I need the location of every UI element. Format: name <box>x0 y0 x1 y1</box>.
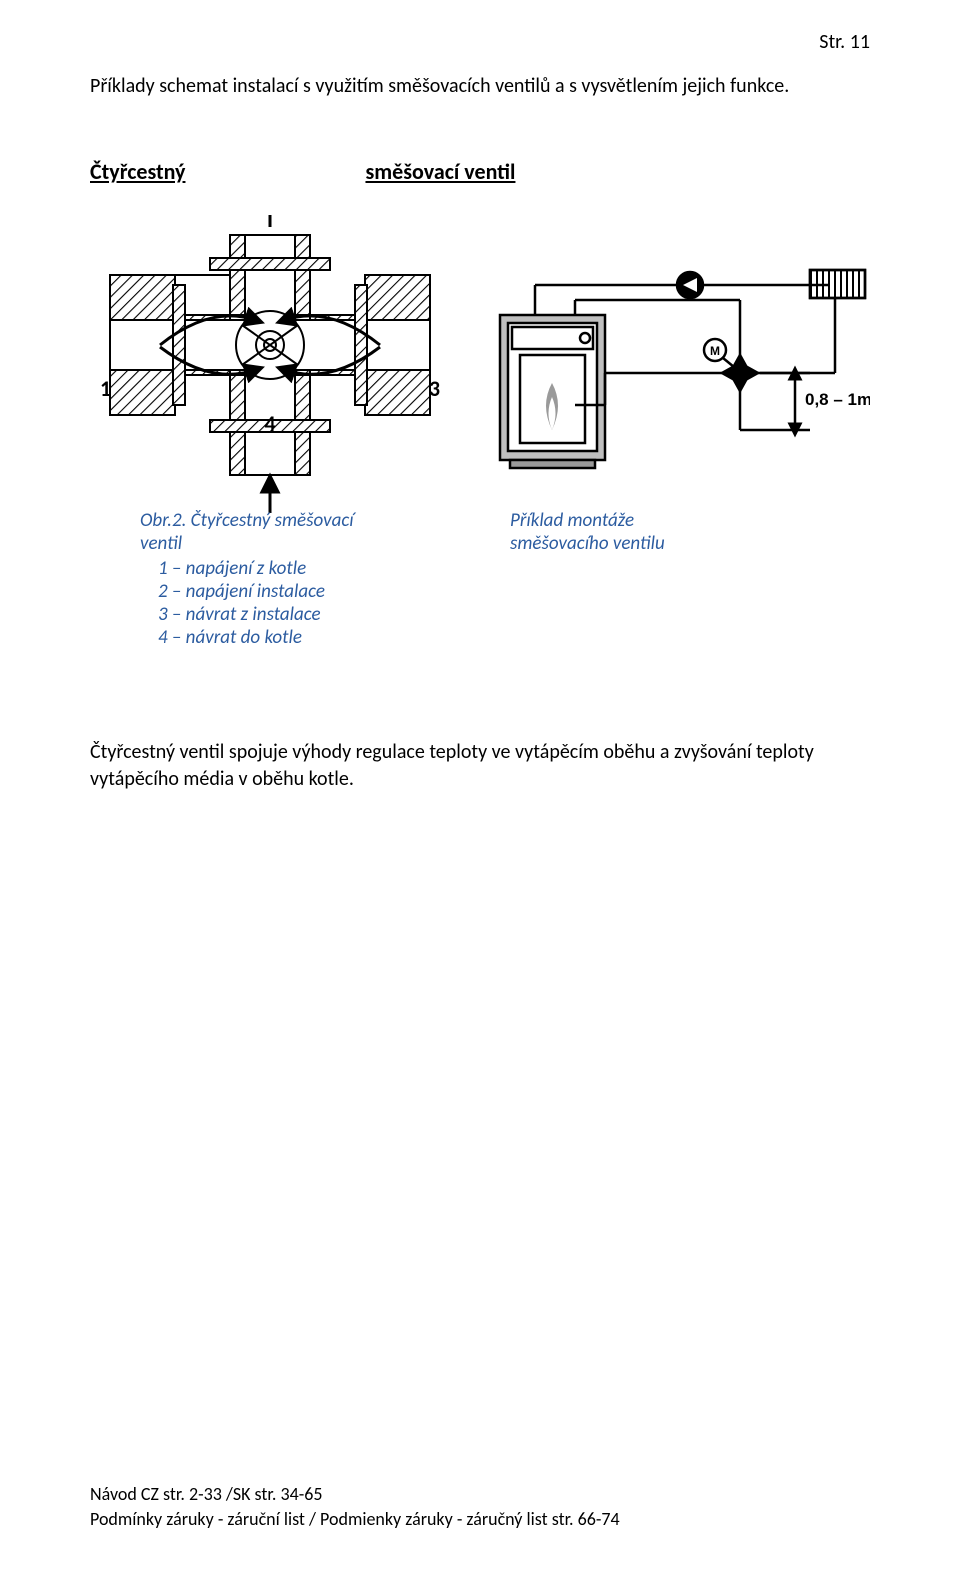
caption-left: Obr.2. Čtyřcestný směšovací ventil 1 – n… <box>90 509 390 649</box>
footer-line-2: Podmínky záruky - záruční list / Podmien… <box>90 1507 620 1532</box>
caption-left-title: Obr.2. Čtyřcestný směšovací ventil <box>140 509 390 555</box>
caption-right-line-1: Příklad montáže <box>510 509 710 532</box>
m-label: M <box>710 344 720 358</box>
valve-diagram-svg <box>90 215 450 515</box>
valve-labels-row: 1 3 <box>90 375 450 402</box>
intro-text: Příklady schemat instalací s využitím sm… <box>90 74 870 98</box>
captions-row: Obr.2. Čtyřcestný směšovací ventil 1 – n… <box>90 509 870 649</box>
valve-figure: 1 3 4 <box>90 215 450 437</box>
section-left: Čtyřcestný <box>90 158 185 185</box>
document-page: Str. 11 Příklady schemat instalací s vyu… <box>0 0 960 1572</box>
page-number: Str. 11 <box>819 30 870 54</box>
valve-label-3: 3 <box>429 375 440 402</box>
page-footer: Návod CZ str. 2-33 /SK str. 34-65 Podmín… <box>90 1482 620 1532</box>
install-figure: M 0,8 – 1m <box>490 215 870 485</box>
body-paragraph: Čtyřcestný ventil spojuje výhody regulac… <box>90 739 870 793</box>
caption-right: Příklad montáže směšovacího ventilu <box>450 509 710 649</box>
section-right: směšovací ventil <box>365 158 515 185</box>
caption-left-line-3: 3 – návrat z instalace <box>140 603 390 626</box>
section-heading: Čtyřcestný směšovací ventil <box>90 158 870 185</box>
install-diagram-svg: M 0,8 – 1m <box>490 255 870 485</box>
caption-left-line-1: 1 – napájení z kotle <box>140 557 390 580</box>
valve-label-1: 1 <box>100 375 111 402</box>
caption-right-line-2: směšovacího ventilu <box>510 532 710 555</box>
figures-row: 1 3 4 <box>90 215 870 485</box>
footer-line-1: Návod CZ str. 2-33 /SK str. 34-65 <box>90 1482 620 1507</box>
caption-left-line-2: 2 – napájení instalace <box>140 580 390 603</box>
caption-left-line-4: 4 – návrat do kotle <box>140 626 390 649</box>
dimension-label: 0,8 – 1m <box>805 390 870 409</box>
